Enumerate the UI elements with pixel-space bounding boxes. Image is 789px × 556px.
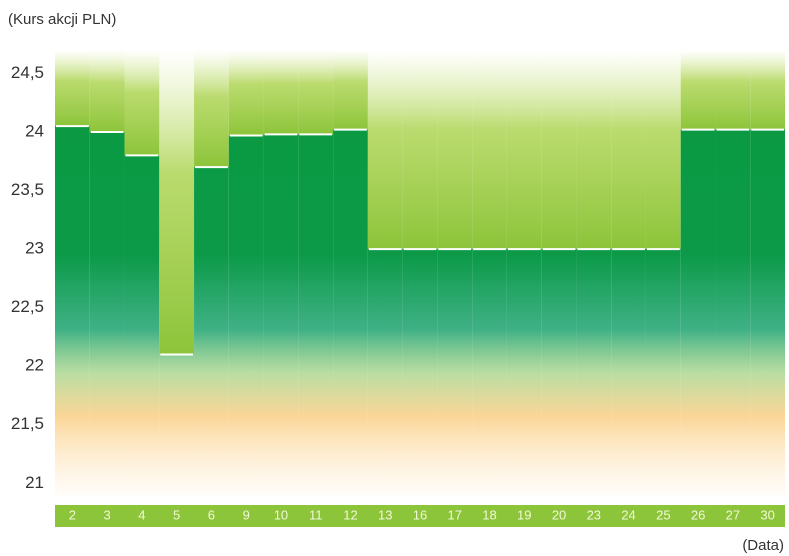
bar-backdrop xyxy=(472,50,507,249)
y-tick-label: 22 xyxy=(25,356,44,375)
bar-backdrop xyxy=(681,50,716,130)
bar-backdrop xyxy=(437,50,472,249)
x-tick-label: 13 xyxy=(378,507,392,522)
x-tick-label: 9 xyxy=(243,507,250,522)
bar xyxy=(159,354,194,495)
bar-backdrop xyxy=(646,50,681,249)
bar xyxy=(542,249,577,495)
bar-backdrop xyxy=(264,50,299,134)
bar xyxy=(298,134,333,495)
bar xyxy=(646,249,681,495)
bar-backdrop xyxy=(507,50,542,249)
x-tick-label: 18 xyxy=(482,507,496,522)
bar xyxy=(611,249,646,495)
x-tick-label: 27 xyxy=(726,507,740,522)
x-tick-label: 11 xyxy=(309,507,323,522)
x-tick-label: 19 xyxy=(517,507,531,522)
bar xyxy=(55,126,90,495)
bar-backdrop xyxy=(611,50,646,249)
bar xyxy=(750,130,785,495)
bar-backdrop xyxy=(333,50,368,130)
bar xyxy=(715,130,750,495)
y-tick-label: 23,5 xyxy=(11,180,44,199)
bar-backdrop xyxy=(194,50,229,167)
bar-backdrop xyxy=(368,50,403,249)
bar-backdrop xyxy=(125,50,160,155)
bar xyxy=(437,249,472,495)
y-tick-label: 21,5 xyxy=(11,414,44,433)
x-tick-label: 20 xyxy=(552,507,566,522)
bar xyxy=(125,155,160,495)
x-tick-label: 26 xyxy=(691,507,705,522)
x-tick-label: 24 xyxy=(621,507,635,522)
x-tick-label: 25 xyxy=(656,507,670,522)
bar xyxy=(194,167,229,495)
y-tick-label: 24,5 xyxy=(11,63,44,82)
x-axis-label: (Data) xyxy=(742,537,784,554)
y-tick-label: 23 xyxy=(25,239,44,258)
x-tick-label: 6 xyxy=(208,507,215,522)
x-tick-label: 10 xyxy=(274,507,288,522)
bar-backdrop xyxy=(750,50,785,130)
bar-backdrop xyxy=(715,50,750,130)
y-axis-label: (Kurs akcji PLN) xyxy=(8,11,116,28)
bar-backdrop xyxy=(403,50,438,249)
x-tick-label: 16 xyxy=(413,507,427,522)
bar-backdrop xyxy=(90,50,125,132)
bar xyxy=(681,130,716,495)
bar xyxy=(472,249,507,495)
bar xyxy=(264,134,299,495)
bar-backdrop xyxy=(576,50,611,249)
x-tick-label: 17 xyxy=(448,507,462,522)
y-tick-label: 22,5 xyxy=(11,297,44,316)
x-tick-label: 30 xyxy=(760,507,774,522)
y-tick-label: 21 xyxy=(25,473,44,492)
x-tick-label: 12 xyxy=(343,507,357,522)
bar xyxy=(229,135,264,495)
bar xyxy=(90,132,125,495)
bar-backdrop xyxy=(298,50,333,134)
bar xyxy=(333,130,368,495)
bar xyxy=(368,249,403,495)
bar xyxy=(507,249,542,495)
x-tick-label: 2 xyxy=(69,507,76,522)
x-tick-label: 5 xyxy=(173,507,180,522)
bar xyxy=(576,249,611,495)
bar-backdrop xyxy=(229,50,264,135)
y-tick-label: 24 xyxy=(25,121,44,140)
bar xyxy=(403,249,438,495)
bar-backdrop xyxy=(542,50,577,249)
chart: (Kurs akcji PLN) (Data) 2121,52222,52323… xyxy=(0,0,789,556)
x-tick-label: 4 xyxy=(138,507,145,522)
bar-backdrop xyxy=(159,50,194,354)
x-tick-label: 23 xyxy=(587,507,601,522)
bar-backdrop xyxy=(55,50,90,126)
x-tick-label: 3 xyxy=(104,507,111,522)
